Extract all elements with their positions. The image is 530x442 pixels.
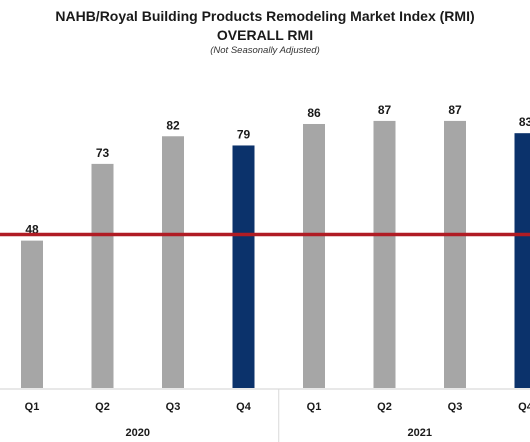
bar-2020-Q2 [91, 163, 114, 388]
bar-2020-Q4 [232, 145, 255, 388]
bar-2021-Q4 [514, 133, 530, 388]
tick-label: Q4 [518, 401, 530, 413]
bar-2021-Q2 [373, 120, 396, 388]
year-label: 2020 [126, 427, 150, 439]
tick-label: Q1 [25, 401, 40, 413]
bar-2020-Q1 [21, 240, 43, 388]
value-label: 79 [237, 127, 251, 141]
tick-label: Q3 [166, 401, 181, 413]
bar-2020-Q3 [162, 136, 184, 388]
value-label: 86 [307, 106, 321, 120]
tick-label: Q4 [236, 401, 252, 413]
tick-label: Q2 [95, 401, 110, 413]
value-label: 83 [519, 115, 530, 129]
chart-title: NAHB/Royal Building Products Remodeling … [55, 8, 475, 24]
bar-2021-Q3 [444, 120, 466, 388]
tick-label: Q3 [448, 401, 463, 413]
tick-label: Q2 [377, 401, 392, 413]
value-label: 87 [378, 103, 392, 117]
value-label: 82 [166, 118, 180, 132]
bar-2021-Q1 [303, 123, 325, 388]
chart-note: (Not Seasonally Adjusted) [210, 45, 320, 56]
chart-subtitle: OVERALL RMI [216, 27, 314, 43]
tick-label: Q1 [307, 401, 322, 413]
value-label: 87 [448, 103, 462, 117]
year-label: 2021 [408, 427, 432, 439]
value-label: 73 [96, 146, 110, 160]
